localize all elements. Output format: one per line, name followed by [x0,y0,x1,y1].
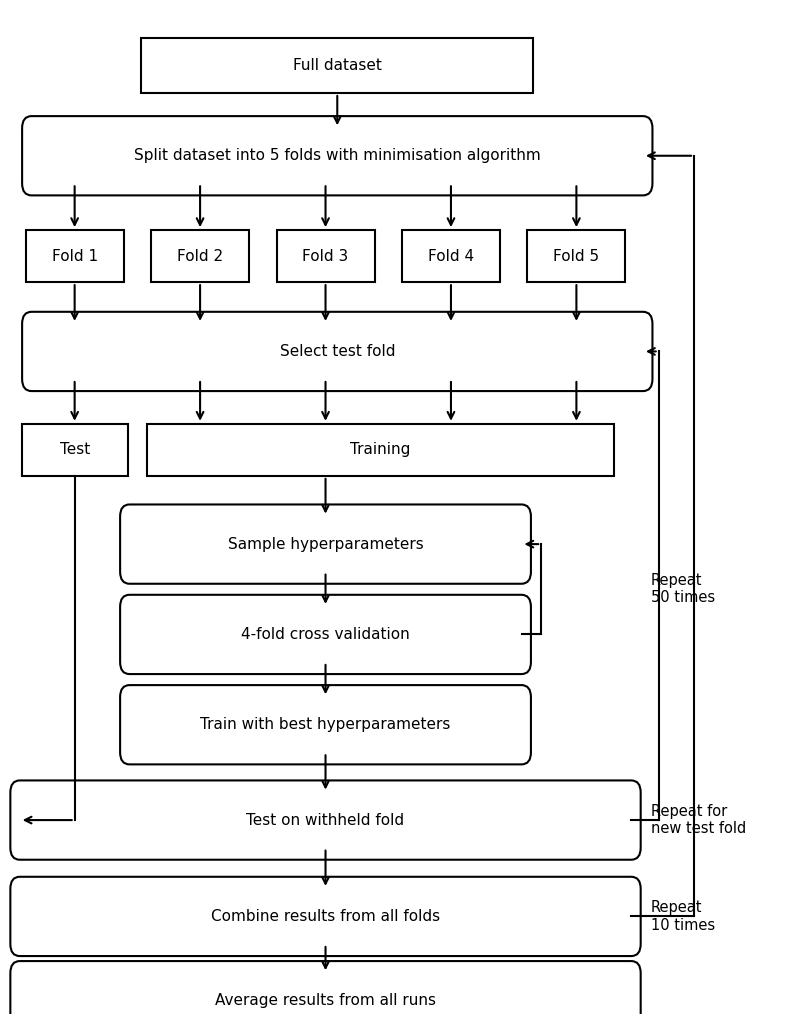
Bar [277,230,374,283]
FancyBboxPatch shape [22,116,653,196]
Text: Combine results from all folds: Combine results from all folds [211,909,440,924]
Text: Fold 5: Fold 5 [554,249,599,263]
Bar [151,230,249,283]
FancyBboxPatch shape [10,780,641,860]
FancyBboxPatch shape [22,311,653,391]
FancyBboxPatch shape [120,595,531,674]
Bar [527,230,626,283]
Text: Split dataset into 5 folds with minimisation algorithm: Split dataset into 5 folds with minimisa… [134,148,541,163]
Text: Test on withheld fold: Test on withheld fold [246,813,405,827]
Text: Fold 2: Fold 2 [177,249,223,263]
Text: Sample hyperparameters: Sample hyperparameters [228,537,423,552]
Text: Fold 1: Fold 1 [51,249,98,263]
Text: Fold 3: Fold 3 [302,249,349,263]
Text: Average results from all runs: Average results from all runs [215,993,436,1009]
Text: Fold 4: Fold 4 [428,249,474,263]
FancyBboxPatch shape [120,685,531,764]
Bar [26,230,124,283]
Bar [22,424,127,476]
Bar [402,230,500,283]
Text: 4-fold cross validation: 4-fold cross validation [241,627,410,642]
FancyBboxPatch shape [10,962,641,1024]
Bar [147,424,614,476]
Text: Select test fold: Select test fold [279,344,395,359]
FancyBboxPatch shape [120,505,531,584]
Text: Repeat
50 times: Repeat 50 times [651,573,715,605]
Text: Train with best hyperparameters: Train with best hyperparameters [200,717,450,732]
Text: Training: Training [350,442,410,458]
Text: Repeat for
new test fold: Repeat for new test fold [651,804,746,837]
Text: Test: Test [59,442,90,458]
Text: Repeat
10 times: Repeat 10 times [651,900,715,933]
FancyBboxPatch shape [10,877,641,956]
Text: Full dataset: Full dataset [293,58,382,73]
Bar [142,38,534,93]
